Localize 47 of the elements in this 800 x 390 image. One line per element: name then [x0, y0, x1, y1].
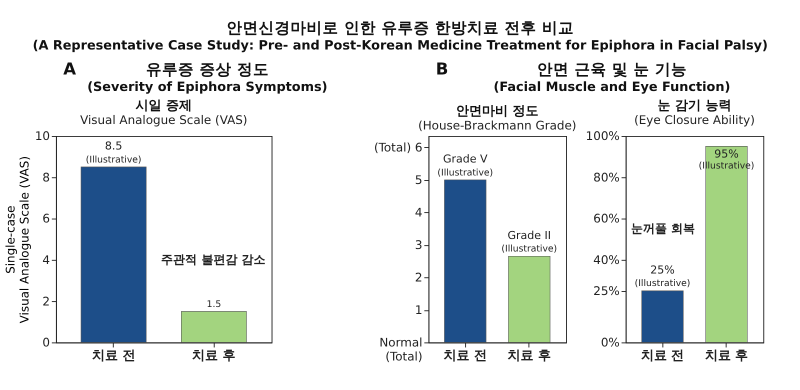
chart-subtitle: Visual Analogue Scale (VAS): [80, 113, 248, 128]
y-tick-label: 0: [42, 336, 50, 350]
y-tick-label: 25%: [593, 284, 620, 298]
text: Grade II (Illustrative): [501, 228, 558, 255]
y-tick-label: 10: [34, 129, 50, 144]
annotation: 눈꺼풀 회복: [630, 222, 695, 236]
y-tick-label: 100%: [586, 129, 620, 144]
y-tick-label: 8: [42, 170, 50, 184]
text: (A Representative Case Study: Pre- and Post-Korean Medicine Treatment for Epiphora in Facial Palsy): [32, 38, 768, 54]
y-tick-label: 40%: [593, 252, 620, 267]
y-tick-label: (Total) 6: [374, 140, 422, 154]
text: Grade V (Illustrative): [437, 152, 494, 178]
y-tick-label: 4: [42, 252, 50, 267]
data-label: 1.5: [206, 298, 222, 310]
chart-subtitle: (Eye Closure Ability): [634, 113, 755, 128]
text: (Facial Muscle and Eye Function): [494, 80, 730, 96]
data-label: 25% (Illustrative): [634, 263, 690, 290]
text: 유루증 증상 정도: [146, 60, 269, 79]
x-tick-label: 치료 후: [508, 348, 551, 364]
x-tick-label: 치료 후: [192, 348, 236, 364]
y-tick-label: 2: [414, 270, 422, 285]
x-tick-label: 치료 후: [704, 348, 748, 364]
chart-subtitle: (House-Brackmann Grade): [418, 118, 576, 133]
y-tick-label: 2: [42, 294, 50, 308]
y-tick-label: 60%: [593, 212, 620, 226]
text: (Severity of Epiphora Symptoms): [87, 80, 328, 96]
text: A: [63, 60, 76, 79]
y-tick-label: 0%: [600, 336, 620, 350]
y-tick-label: 4: [414, 206, 422, 220]
x-tick-label: 치료 전: [640, 348, 684, 364]
chart-title: 시일 증제: [136, 98, 192, 114]
annotation: 주관적 불편감 감소: [161, 252, 266, 267]
y-tick-label: Normal (Total): [379, 336, 422, 364]
y-tick-label: 3: [414, 238, 422, 252]
y-tick-label: 1: [414, 303, 422, 318]
chart-title: 안면마비 정도: [456, 104, 538, 119]
y-axis-title: Single-case Visual Analogue Scale (VAS): [4, 156, 32, 324]
y-tick-label: 6: [42, 212, 50, 226]
text: 안면 근육 및 눈 기능: [537, 60, 687, 79]
text: B: [436, 60, 448, 79]
x-tick-label: 치료 전: [92, 348, 136, 364]
y-tick-label: 5: [414, 173, 422, 188]
chart-title: 눈 감기 능력: [658, 98, 732, 114]
x-tick-label: 치료 전: [444, 348, 487, 364]
text: 안면신경마비로 인한 유루증 한방치료 전후 비교: [226, 18, 574, 37]
y-tick-label: 80%: [593, 170, 620, 184]
data-label: 8.5 (Illustrative): [86, 140, 142, 166]
